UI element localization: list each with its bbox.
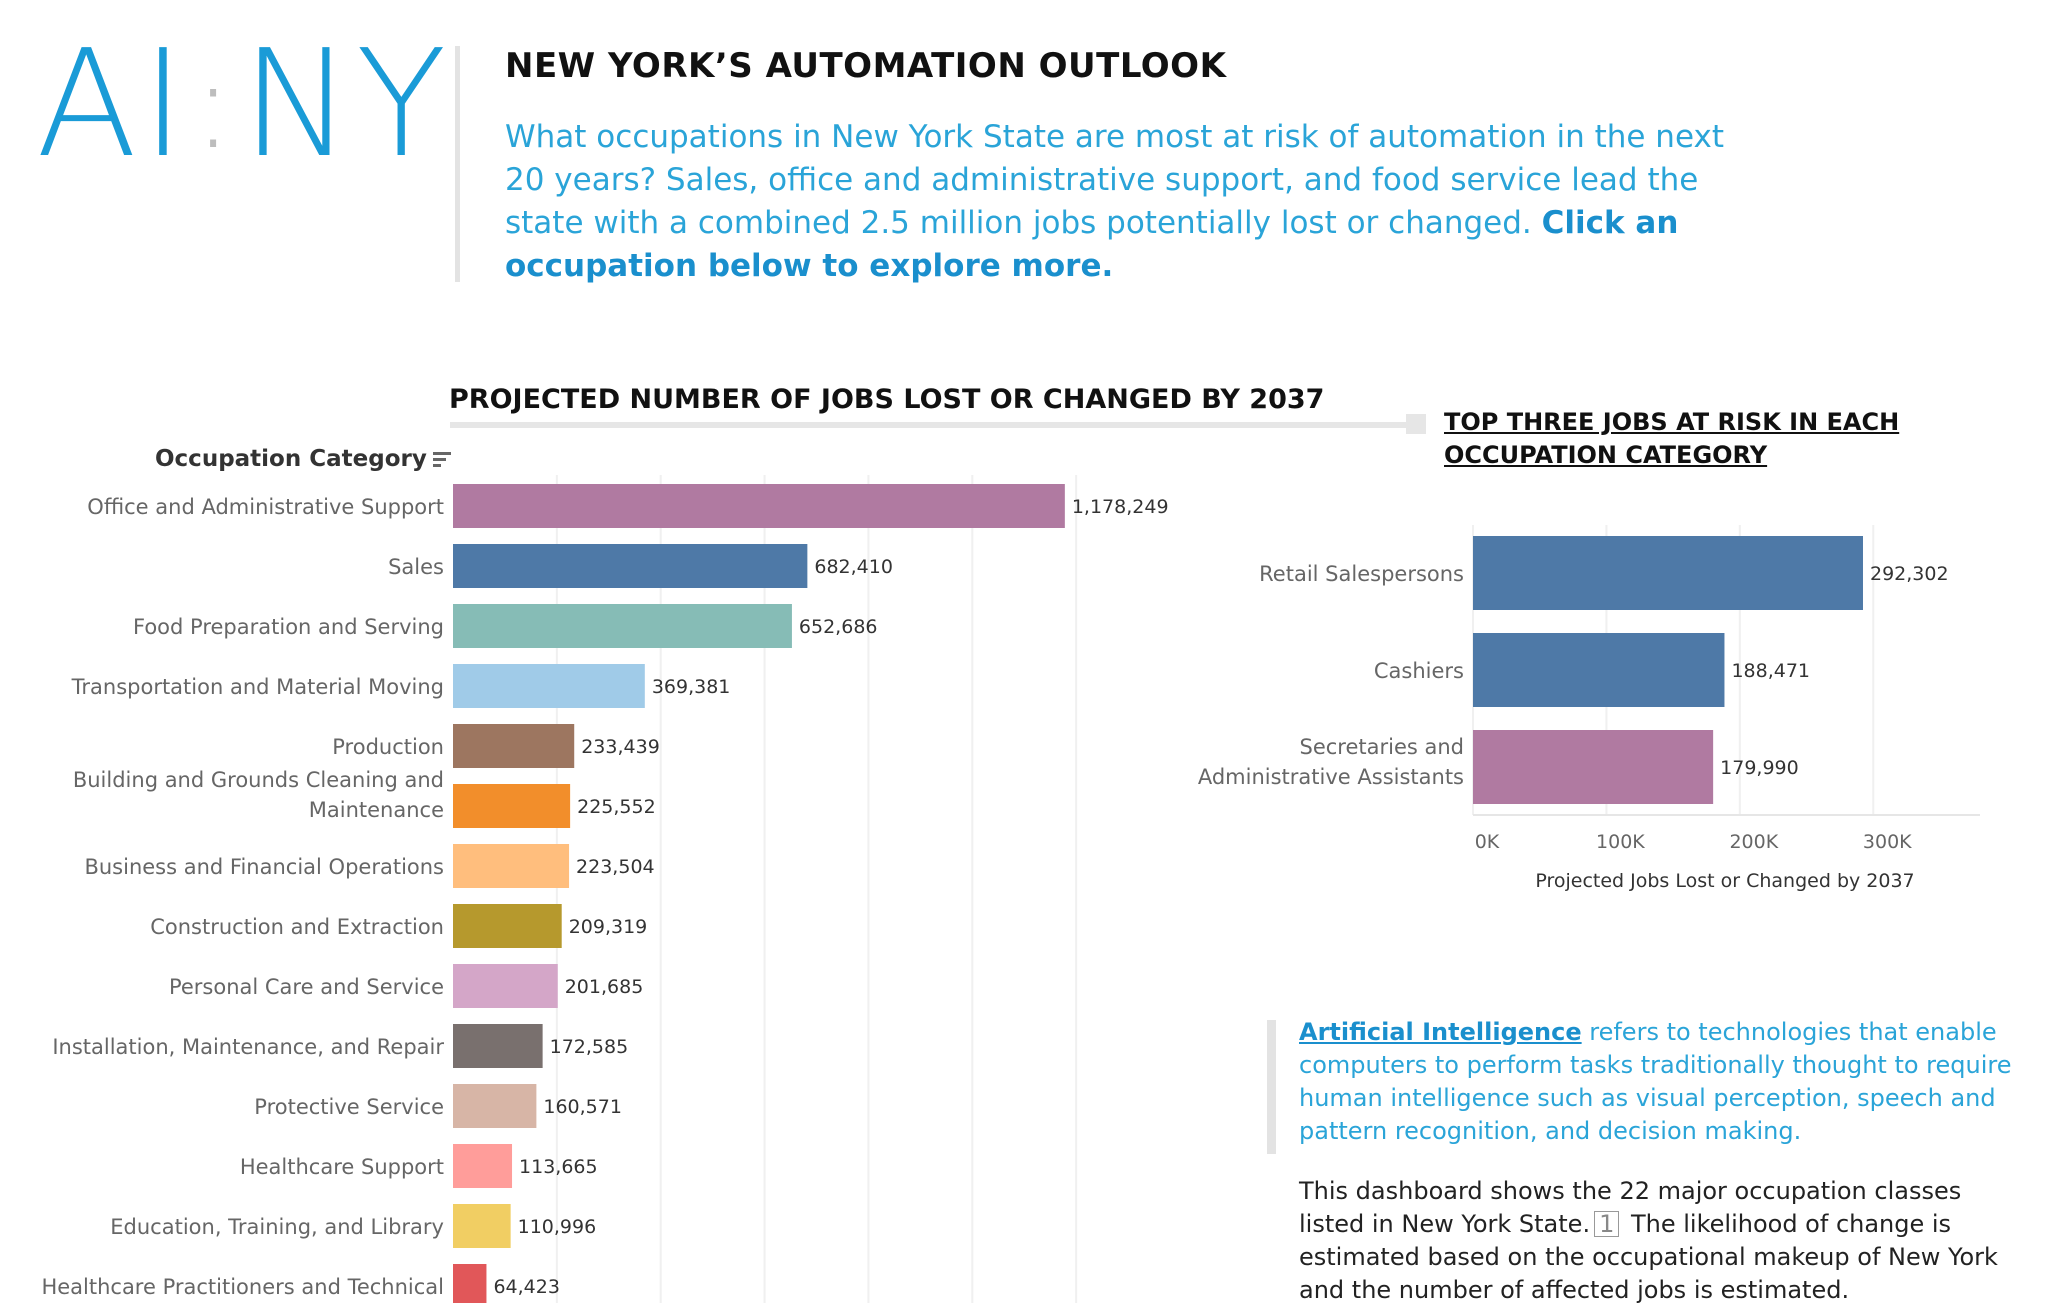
artificial-intelligence-link[interactable]: Artificial Intelligence — [1299, 1018, 1582, 1046]
value-label-7: 209,319 — [569, 916, 648, 938]
top-jobs-x-axis-title: Projected Jobs Lost or Changed by 2037 — [1535, 870, 1914, 892]
bar-8[interactable] — [453, 964, 558, 1008]
category-label-6: Business and Financial Operations — [84, 855, 444, 879]
logo-ny: NY — [241, 18, 451, 190]
top-jobs-label-2-0: Secretaries and — [1299, 735, 1464, 759]
category-label-1: Sales — [388, 555, 444, 579]
category-label-5-0: Building and Grounds Cleaning and — [73, 768, 444, 792]
value-label-3: 369,381 — [652, 676, 731, 698]
bar-4[interactable] — [453, 724, 575, 768]
note-text-before: This dashboard shows the 22 major occupa… — [1299, 1177, 1962, 1238]
logo-colon: : — [192, 37, 238, 176]
category-label-11: Healthcare Support — [240, 1155, 444, 1179]
main-chart-title-rule-end — [1406, 414, 1426, 434]
ainy-logo: AI:NY — [36, 30, 450, 178]
occupation-category-sort-header[interactable]: Occupation Category — [155, 446, 451, 472]
value-label-6: 223,504 — [576, 856, 655, 878]
sort-icon[interactable] — [432, 451, 451, 468]
top-jobs-tick-1: 100K — [1596, 831, 1645, 853]
category-label-2: Food Preparation and Serving — [133, 615, 444, 639]
top-jobs-bar-2[interactable] — [1473, 730, 1714, 804]
value-label-2: 652,686 — [799, 616, 878, 638]
category-label-10: Protective Service — [254, 1095, 444, 1119]
top-jobs-title[interactable]: TOP THREE JOBS AT RISK IN EACH OCCUPATIO… — [1444, 408, 1900, 469]
category-label-5-1: Maintenance — [309, 798, 444, 822]
explore-cta-link[interactable]: Click an occupation below to explore mor… — [505, 205, 1679, 284]
top-jobs-value-1: 188,471 — [1731, 660, 1810, 682]
value-label-10: 160,571 — [543, 1096, 622, 1118]
top-jobs-bar-1[interactable] — [1473, 633, 1725, 707]
category-label-0: Office and Administrative Support — [87, 495, 444, 519]
bar-0[interactable] — [453, 484, 1065, 528]
occupation-category-label: Occupation Category — [155, 446, 427, 472]
top-jobs-label-0: Retail Salespersons — [1259, 562, 1464, 586]
bar-9[interactable] — [453, 1024, 543, 1068]
logo-ai: AI — [36, 18, 189, 190]
bar-12[interactable] — [453, 1204, 511, 1248]
value-label-0: 1,178,249 — [1072, 496, 1169, 518]
bar-5[interactable] — [453, 784, 571, 828]
bar-13[interactable] — [453, 1264, 487, 1303]
main-chart-title: PROJECTED NUMBER OF JOBS LOST OR CHANGED… — [449, 384, 1325, 415]
category-label-13: Healthcare Practitioners and Technical — [41, 1275, 444, 1299]
category-label-7: Construction and Extraction — [150, 915, 444, 939]
value-label-12: 110,996 — [518, 1216, 597, 1238]
value-label-13: 64,423 — [493, 1276, 559, 1298]
intro-text: What occupations in New York State are m… — [505, 119, 1724, 241]
value-label-9: 172,585 — [550, 1036, 629, 1058]
main-bar-chart: Office and Administrative Support 1,178,2… — [41, 475, 1169, 1303]
header-divider — [455, 46, 460, 282]
main-chart-title-rule — [450, 422, 1410, 428]
page-title: NEW YORK’S AUTOMATION OUTLOOK — [505, 46, 1227, 86]
bar-3[interactable] — [453, 664, 645, 708]
value-label-4: 233,439 — [581, 736, 660, 758]
top-jobs-tick-0: 0K — [1475, 831, 1500, 853]
top-jobs-value-2: 179,990 — [1720, 757, 1799, 779]
top-jobs-value-0: 292,302 — [1870, 563, 1949, 585]
dashboard-note: This dashboard shows the 22 major occupa… — [1299, 1175, 2019, 1303]
category-label-12: Education, Training, and Library — [110, 1215, 444, 1239]
ai-definition-text: refers to technologies that enable compu… — [1299, 1018, 2012, 1145]
definition-accent-bar — [1267, 1020, 1276, 1154]
bar-10[interactable] — [453, 1084, 537, 1128]
footnote-ref-link[interactable]: 1 — [1594, 1211, 1620, 1237]
category-label-9: Installation, Maintenance, and Repair — [52, 1035, 444, 1059]
top-jobs-bar-0[interactable] — [1473, 536, 1863, 610]
bar-1[interactable] — [453, 544, 808, 588]
category-label-3: Transportation and Material Moving — [71, 675, 444, 699]
note-text-after: The likelihood of change is estimated ba… — [1299, 1210, 1998, 1303]
category-label-4: Production — [332, 735, 444, 759]
value-label-8: 201,685 — [565, 976, 644, 998]
top-jobs-label-2-1: Administrative Assistants — [1198, 765, 1464, 789]
top-jobs-label-1: Cashiers — [1374, 659, 1464, 683]
top-jobs-tick-2: 200K — [1729, 831, 1778, 853]
bar-11[interactable] — [453, 1144, 513, 1188]
value-label-1: 682,410 — [814, 556, 893, 578]
intro-paragraph: What occupations in New York State are m… — [505, 116, 1745, 288]
bar-7[interactable] — [453, 904, 562, 948]
bar-2[interactable] — [453, 604, 792, 648]
ai-definition: Artificial Intelligence refers to techno… — [1299, 1016, 2019, 1148]
value-label-5: 225,552 — [577, 796, 656, 818]
value-label-11: 113,665 — [519, 1156, 598, 1178]
top-jobs-tick-3: 300K — [1863, 831, 1912, 853]
category-label-8: Personal Care and Service — [169, 975, 444, 999]
bar-6[interactable] — [453, 844, 570, 888]
